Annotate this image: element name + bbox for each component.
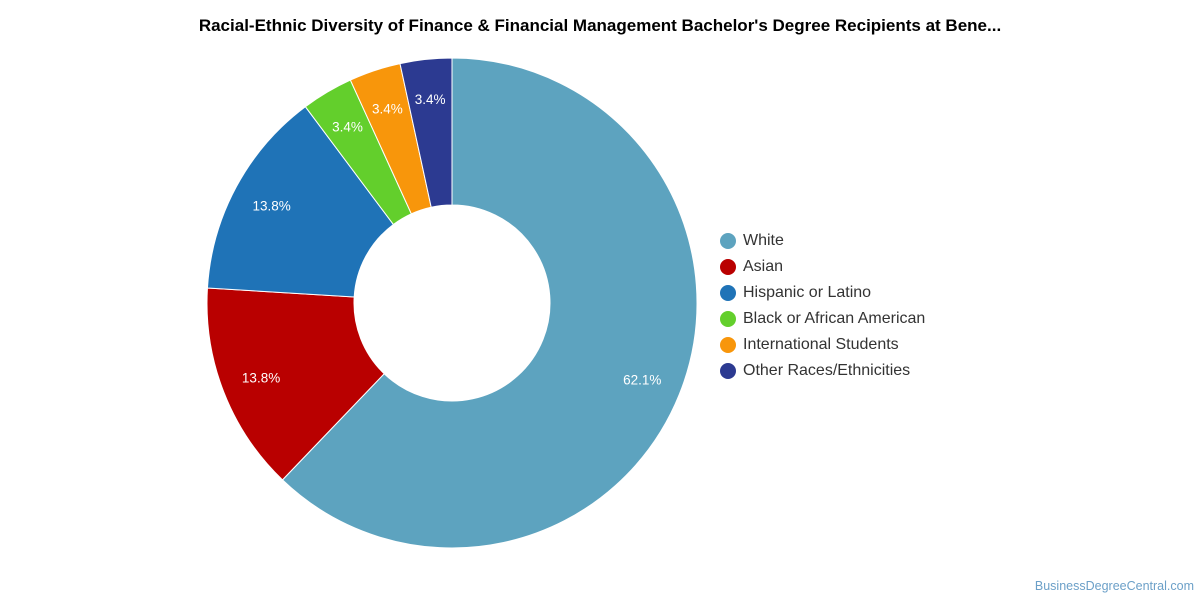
slice-value-label: 3.4%	[372, 101, 403, 116]
legend-label: Hispanic or Latino	[743, 284, 872, 301]
legend-marker	[720, 337, 736, 353]
donut-chart: 62.1% 13.8% 13.8% 3.4% 3.4% 3.4%	[206, 57, 698, 549]
chart-legend: White Asian Hispanic or Latino Black or Afr…	[720, 228, 925, 384]
legend-marker	[720, 285, 736, 301]
source-watermark-link[interactable]: BusinessDegreeCentral.com	[1034, 579, 1194, 593]
legend-marker	[720, 363, 736, 379]
slice-value-label: 3.4%	[332, 120, 363, 135]
slice-value-label: 13.8%	[252, 199, 290, 214]
legend-item[interactable]: International Students	[720, 332, 925, 358]
legend-item[interactable]: Black or African American	[720, 306, 925, 332]
slice-value-label: 13.8%	[242, 371, 280, 386]
legend-marker	[720, 311, 736, 327]
chart-title: Racial-Ethnic Diversity of Finance & Fin…	[198, 16, 1002, 35]
legend-label: Other Races/Ethnicities	[743, 362, 911, 379]
donut-slice-other-races-ethnicities[interactable]	[399, 57, 453, 208]
donut-slice-white[interactable]	[281, 57, 698, 549]
legend-label: International Students	[743, 336, 899, 353]
legend-label: White	[743, 232, 784, 249]
slice-value-label: 3.4%	[415, 92, 446, 107]
donut-slice-asian[interactable]	[206, 287, 385, 481]
legend-item[interactable]: White	[720, 228, 925, 254]
legend-item[interactable]: Other Races/Ethnicities	[720, 358, 925, 384]
legend-label: Asian	[743, 258, 784, 275]
legend-item[interactable]: Hispanic or Latino	[720, 280, 925, 306]
donut-slice-hispanic-or-latino[interactable]	[206, 106, 395, 298]
legend-item[interactable]: Asian	[720, 254, 925, 280]
legend-label: Black or African American	[743, 310, 926, 327]
slice-value-label: 62.1%	[623, 372, 661, 387]
legend-marker	[720, 233, 736, 249]
legend-marker	[720, 259, 736, 275]
